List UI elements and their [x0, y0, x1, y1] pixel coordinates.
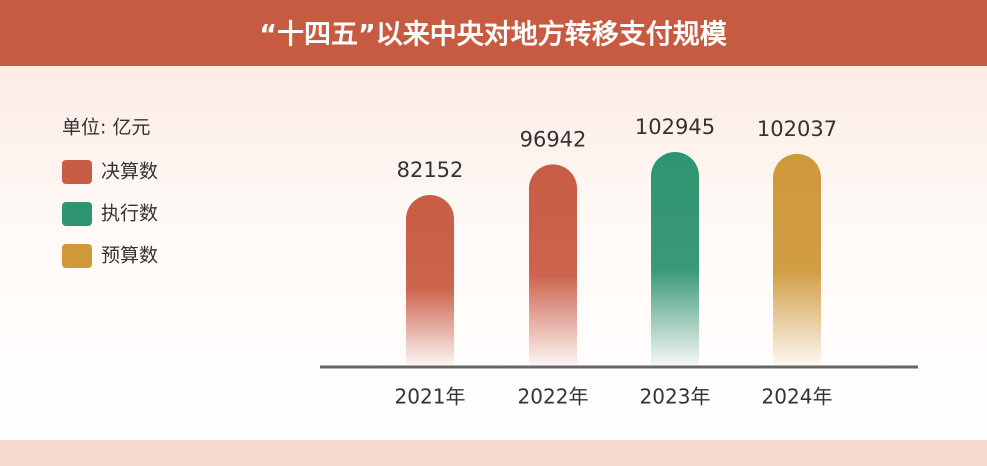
x-tick-label: 2023年 — [640, 385, 711, 409]
chart-title: “十四五”以来中央对地方转移支付规模 — [259, 19, 727, 51]
value-label: 102945 — [635, 115, 715, 139]
legend-label: 预算数 — [101, 245, 158, 267]
value-label: 102037 — [757, 117, 837, 141]
legend-label: 决算数 — [101, 161, 158, 183]
bar — [651, 152, 699, 365]
header-band — [0, 0, 987, 66]
bar — [406, 195, 454, 365]
x-tick-label: 2021年 — [395, 385, 466, 409]
unit-label: 单位: 亿元 — [62, 117, 150, 139]
x-tick-label: 2022年 — [518, 385, 589, 409]
legend-swatch — [62, 202, 92, 226]
value-label: 96942 — [520, 127, 587, 151]
footer-band — [0, 440, 987, 466]
x-tick-label: 2024年 — [762, 385, 833, 409]
legend-swatch — [62, 244, 92, 268]
legend-swatch — [62, 160, 92, 184]
bar — [773, 153, 821, 365]
legend-label: 执行数 — [101, 203, 158, 225]
value-label: 82152 — [397, 158, 464, 182]
bar — [529, 164, 577, 365]
